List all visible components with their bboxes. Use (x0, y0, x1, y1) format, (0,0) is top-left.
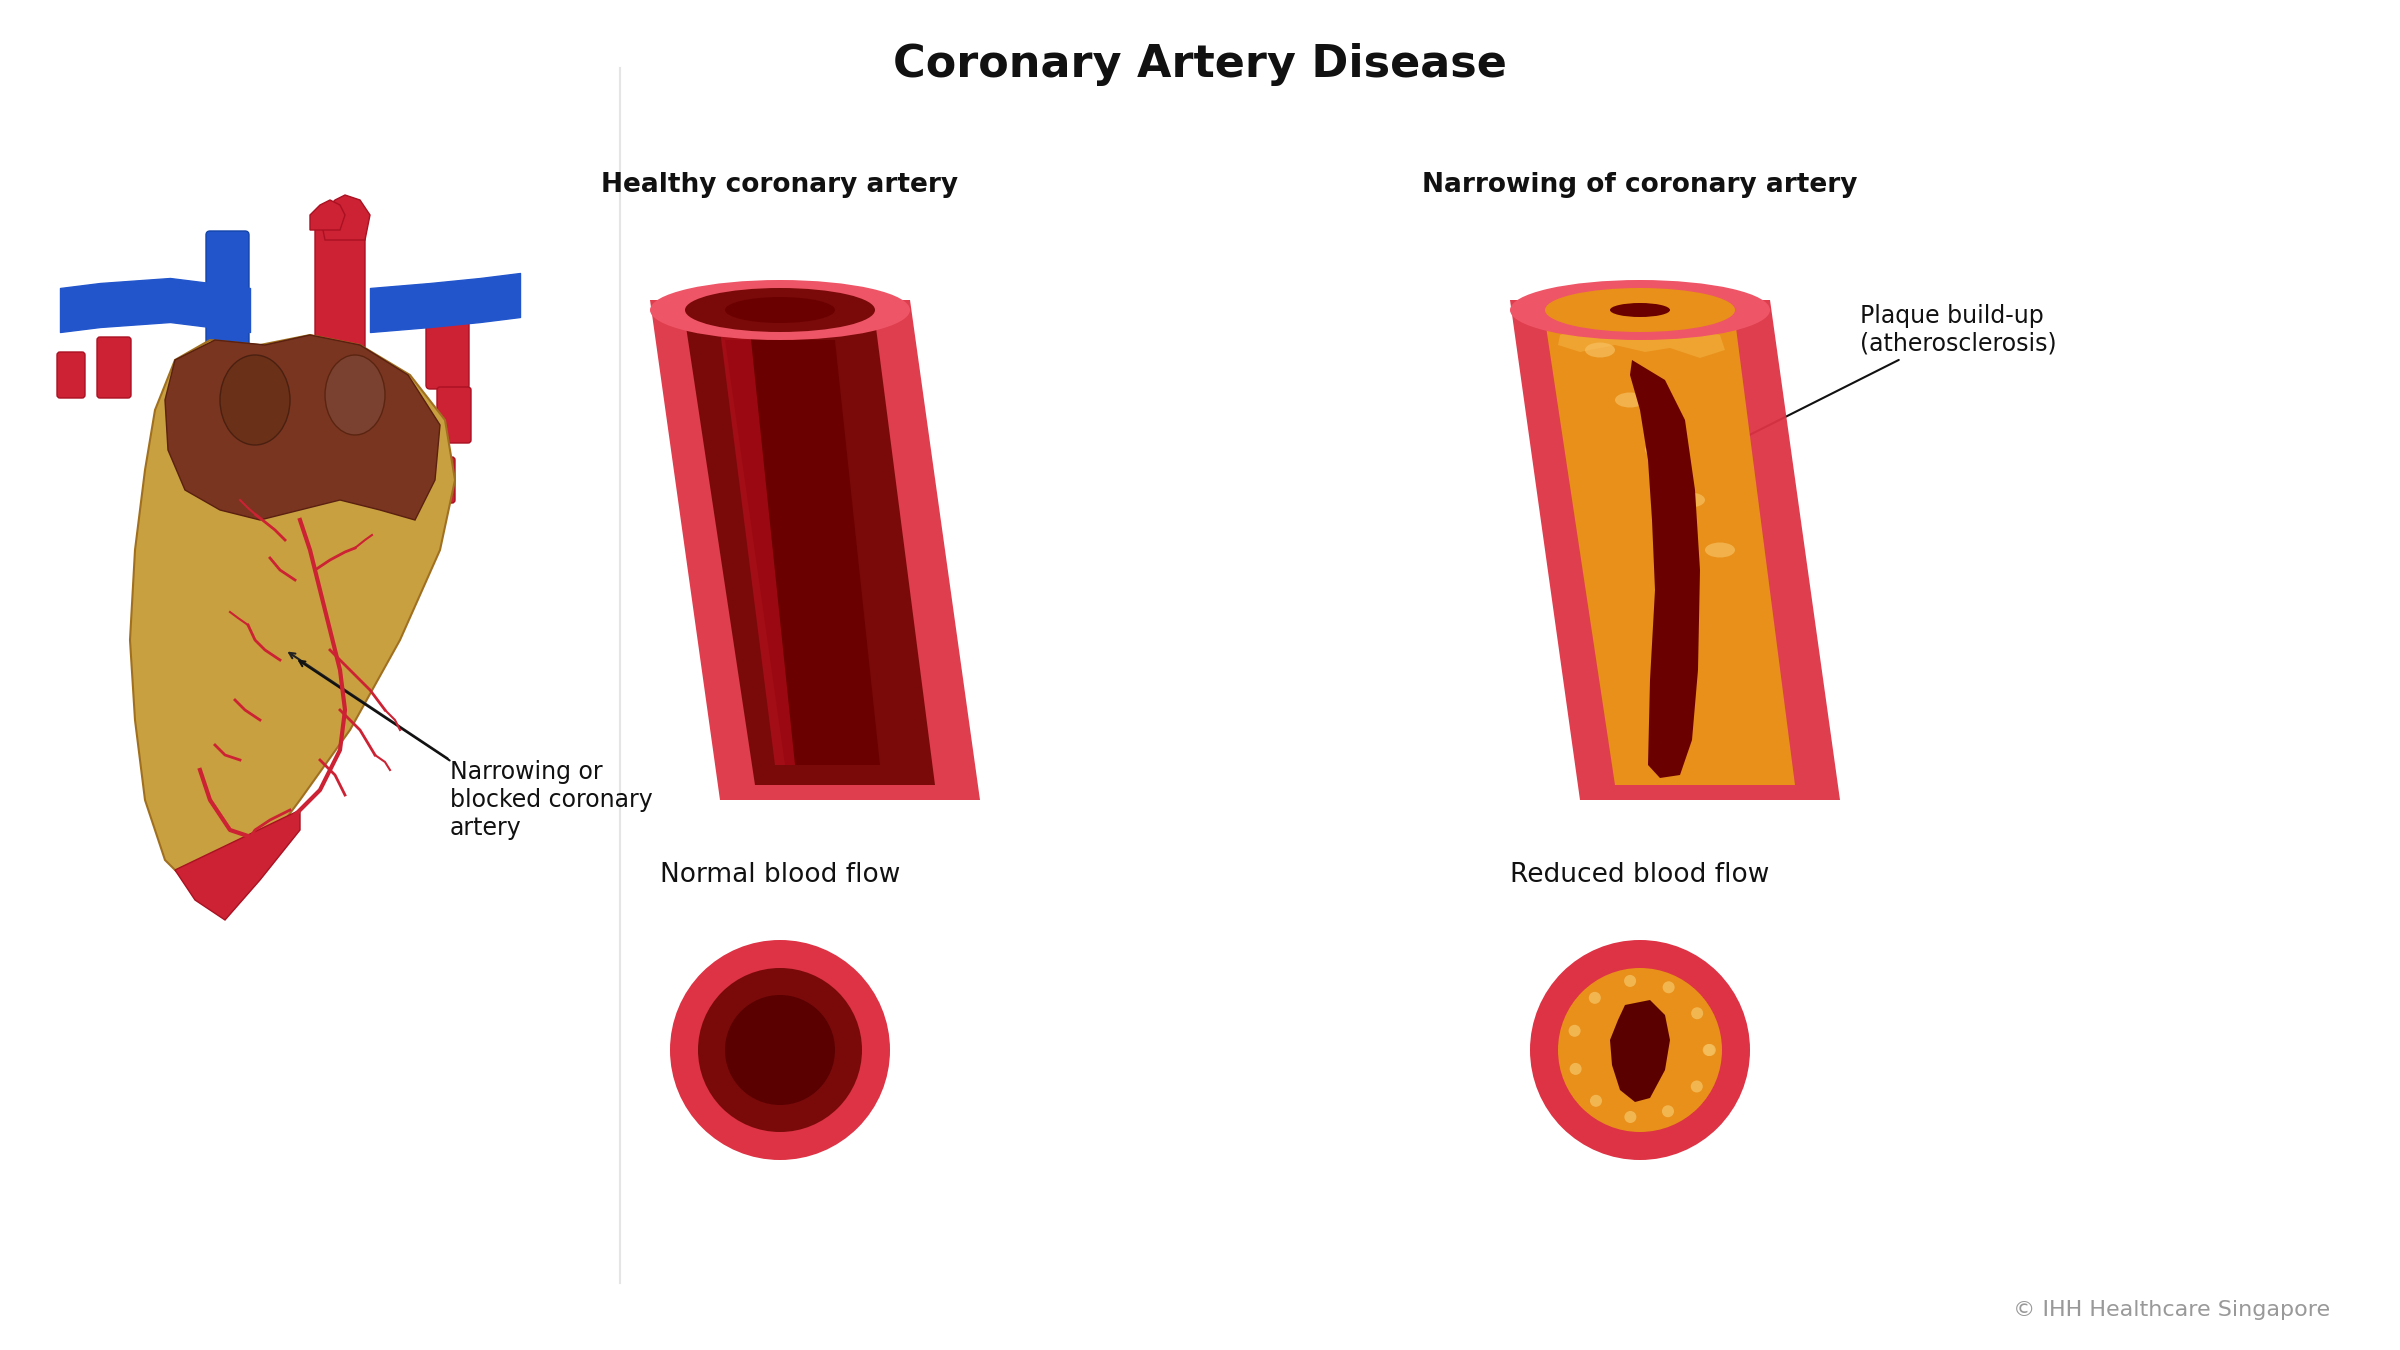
Circle shape (1531, 940, 1750, 1160)
FancyBboxPatch shape (314, 225, 365, 414)
Circle shape (670, 940, 890, 1160)
FancyBboxPatch shape (427, 292, 468, 389)
Polygon shape (175, 810, 300, 919)
Circle shape (1692, 1081, 1704, 1094)
Polygon shape (1558, 323, 1726, 358)
Text: Normal blood flow: Normal blood flow (660, 863, 900, 888)
FancyBboxPatch shape (58, 352, 84, 398)
Polygon shape (1630, 360, 1699, 778)
Polygon shape (1546, 320, 1795, 784)
Circle shape (1558, 968, 1723, 1133)
Circle shape (1589, 1095, 1601, 1107)
Ellipse shape (1546, 288, 1735, 332)
FancyBboxPatch shape (96, 338, 132, 398)
Circle shape (1589, 992, 1601, 1004)
FancyBboxPatch shape (437, 387, 470, 443)
Text: © IHH Healthcare Singapore: © IHH Healthcare Singapore (2014, 1300, 2330, 1320)
Ellipse shape (684, 288, 876, 332)
Circle shape (725, 995, 835, 1106)
Circle shape (1704, 1044, 1716, 1056)
Text: Coronary Artery Disease: Coronary Artery Disease (893, 43, 1507, 86)
Circle shape (1663, 1107, 1675, 1118)
Circle shape (1570, 1064, 1582, 1075)
Text: Narrowing of coronary artery: Narrowing of coronary artery (1423, 171, 1858, 198)
Ellipse shape (1510, 279, 1771, 340)
Polygon shape (720, 329, 794, 765)
Ellipse shape (1704, 543, 1735, 558)
Polygon shape (319, 194, 370, 240)
Ellipse shape (1675, 493, 1704, 508)
Text: Healthy coronary artery: Healthy coronary artery (602, 171, 958, 198)
Polygon shape (130, 335, 456, 895)
Ellipse shape (324, 355, 384, 435)
Circle shape (1567, 1025, 1579, 1037)
Polygon shape (1610, 1000, 1670, 1102)
Ellipse shape (650, 279, 910, 340)
FancyBboxPatch shape (206, 231, 250, 369)
Circle shape (698, 968, 862, 1133)
Ellipse shape (1610, 302, 1670, 317)
Ellipse shape (1615, 393, 1644, 408)
Ellipse shape (1584, 343, 1615, 358)
Text: Plaque build-up
(atherosclerosis): Plaque build-up (atherosclerosis) (1644, 304, 2057, 487)
Text: Reduced blood flow: Reduced blood flow (1510, 863, 1769, 888)
Polygon shape (310, 200, 346, 230)
Ellipse shape (1644, 443, 1675, 458)
Polygon shape (1510, 300, 1841, 801)
Circle shape (1625, 976, 1637, 988)
Polygon shape (166, 335, 439, 520)
Circle shape (1663, 981, 1675, 994)
Circle shape (1704, 1044, 1716, 1056)
Ellipse shape (725, 297, 835, 323)
Polygon shape (725, 340, 881, 765)
FancyBboxPatch shape (427, 458, 456, 504)
Text: Narrowing or
blocked coronary
artery: Narrowing or blocked coronary artery (451, 760, 653, 840)
Circle shape (1692, 1007, 1704, 1018)
Ellipse shape (221, 355, 290, 446)
Polygon shape (650, 300, 979, 801)
Circle shape (1625, 1111, 1637, 1123)
Polygon shape (684, 320, 936, 784)
